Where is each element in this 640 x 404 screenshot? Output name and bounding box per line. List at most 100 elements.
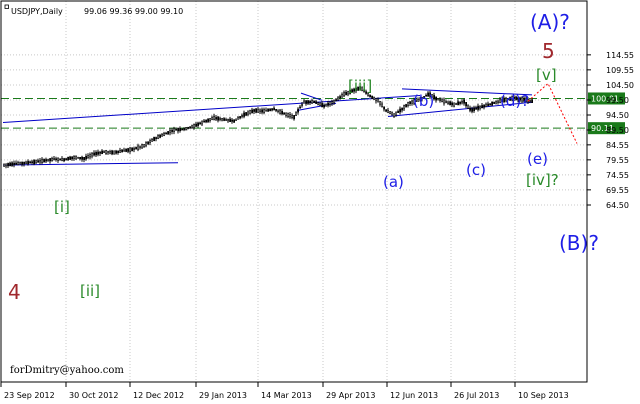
candle-body bbox=[507, 98, 510, 101]
candle-body bbox=[37, 160, 40, 163]
candle-body bbox=[35, 160, 38, 164]
symbol-menu-icon[interactable] bbox=[4, 4, 9, 9]
candle-body bbox=[215, 117, 218, 120]
candle-body bbox=[487, 103, 490, 106]
horizontal-levels[interactable]: 100.01 90.11 bbox=[1, 92, 625, 135]
candle-body bbox=[289, 114, 292, 118]
candle-body bbox=[81, 156, 84, 160]
candle-body bbox=[435, 96, 438, 101]
candle-body bbox=[479, 105, 482, 109]
trendline[interactable] bbox=[387, 101, 534, 117]
candle-body bbox=[51, 158, 54, 161]
candle-body bbox=[195, 123, 198, 127]
candle-body bbox=[27, 161, 30, 165]
candle-body bbox=[419, 98, 422, 101]
wave-label[interactable]: 4 bbox=[8, 280, 21, 304]
x-tick-label: 12 Jun 2013 bbox=[390, 391, 438, 400]
candle-body bbox=[357, 86, 360, 91]
wave-label[interactable]: (b) bbox=[413, 92, 434, 110]
time-axis[interactable]: 23 Sep 2012 30 Oct 2012 12 Dec 2012 29 Jan … bbox=[0, 382, 569, 400]
candle-body bbox=[125, 148, 128, 152]
trendline[interactable] bbox=[401, 88, 533, 96]
candle-body bbox=[465, 101, 468, 107]
wave-label[interactable]: [iii] bbox=[348, 77, 372, 95]
candle-body bbox=[325, 103, 328, 107]
candle-body bbox=[25, 161, 28, 164]
price-axis[interactable]: 114.55 109.55 104.50 99.50 94.50 89.50 84.55 79… bbox=[587, 51, 634, 210]
wave-label[interactable]: (B)? bbox=[559, 231, 599, 255]
candle-body bbox=[385, 109, 388, 112]
wave-label[interactable]: (a) bbox=[383, 173, 404, 191]
wave-annotations[interactable]: (A)? 5 [v] [iii] (b) (d)? (a) (c) (e) [iv]? [i] [ii… bbox=[8, 10, 599, 304]
candle-body bbox=[271, 108, 274, 111]
candle-body bbox=[185, 127, 188, 130]
y-tick-label: 89.50 bbox=[606, 126, 629, 135]
candle-body bbox=[63, 158, 66, 162]
candle-body bbox=[143, 144, 146, 148]
candle-body bbox=[135, 147, 138, 150]
candle-body bbox=[395, 111, 398, 116]
candle-body bbox=[247, 111, 250, 115]
candle-body bbox=[303, 100, 306, 104]
candle-body bbox=[341, 93, 344, 98]
x-tick-label: 12 Dec 2012 bbox=[133, 391, 184, 400]
candle-body bbox=[375, 98, 378, 102]
wave-label[interactable]: [v] bbox=[536, 66, 557, 84]
wave-label[interactable]: [iv]? bbox=[526, 171, 559, 189]
candle-body bbox=[9, 162, 12, 167]
candle-body bbox=[111, 150, 114, 155]
candle-body bbox=[443, 99, 446, 104]
candle-body bbox=[77, 156, 80, 159]
candle-body bbox=[119, 150, 122, 153]
candle-body bbox=[189, 126, 192, 129]
candle-body bbox=[301, 103, 304, 106]
candle-body bbox=[49, 158, 52, 162]
wave-label[interactable]: (A)? bbox=[530, 10, 570, 34]
candle-body bbox=[225, 119, 228, 121]
wave-label[interactable]: [i] bbox=[54, 198, 70, 216]
candle-body bbox=[161, 134, 164, 137]
candle-body bbox=[21, 161, 24, 165]
candle-body bbox=[187, 127, 190, 129]
candle-body bbox=[151, 138, 154, 142]
plot-frame bbox=[0, 0, 588, 383]
x-tick-label: 30 Oct 2012 bbox=[69, 391, 118, 400]
candle-body bbox=[503, 97, 506, 103]
candle-body bbox=[287, 113, 290, 117]
wave-label[interactable]: [ii] bbox=[80, 282, 100, 300]
candle-body bbox=[149, 140, 152, 143]
projection-line[interactable] bbox=[527, 82, 578, 144]
candle-body bbox=[313, 100, 316, 103]
candle-body bbox=[181, 128, 184, 131]
projection-path[interactable] bbox=[527, 82, 578, 144]
candle-body bbox=[417, 98, 420, 102]
wave-label[interactable]: (d)? bbox=[500, 92, 529, 110]
candle-body bbox=[73, 155, 76, 159]
candle-body bbox=[19, 162, 22, 165]
candle-body bbox=[311, 100, 314, 104]
candle-body bbox=[467, 104, 470, 109]
candle-body bbox=[171, 129, 174, 132]
candle-body bbox=[319, 102, 322, 106]
candle-body bbox=[133, 147, 136, 150]
trendline[interactable] bbox=[300, 92, 323, 101]
candle-body bbox=[451, 102, 454, 106]
wave-label[interactable]: 5 bbox=[542, 39, 555, 63]
candle-body bbox=[457, 101, 460, 106]
trendline[interactable] bbox=[2, 95, 421, 123]
candle-body bbox=[219, 117, 222, 120]
trendline[interactable] bbox=[2, 162, 179, 166]
candle-body bbox=[337, 96, 340, 101]
watermark-text: forDmitry@yahoo.com bbox=[10, 365, 124, 376]
candle-body bbox=[393, 113, 396, 117]
trendlines[interactable] bbox=[2, 88, 534, 166]
wave-label[interactable]: (e) bbox=[527, 150, 548, 168]
candle-body bbox=[207, 118, 210, 122]
candle-body bbox=[243, 112, 246, 117]
candle-body bbox=[65, 158, 68, 161]
candle-body bbox=[155, 137, 158, 139]
wave-label[interactable]: (c) bbox=[466, 161, 486, 179]
candle-body bbox=[57, 157, 60, 161]
